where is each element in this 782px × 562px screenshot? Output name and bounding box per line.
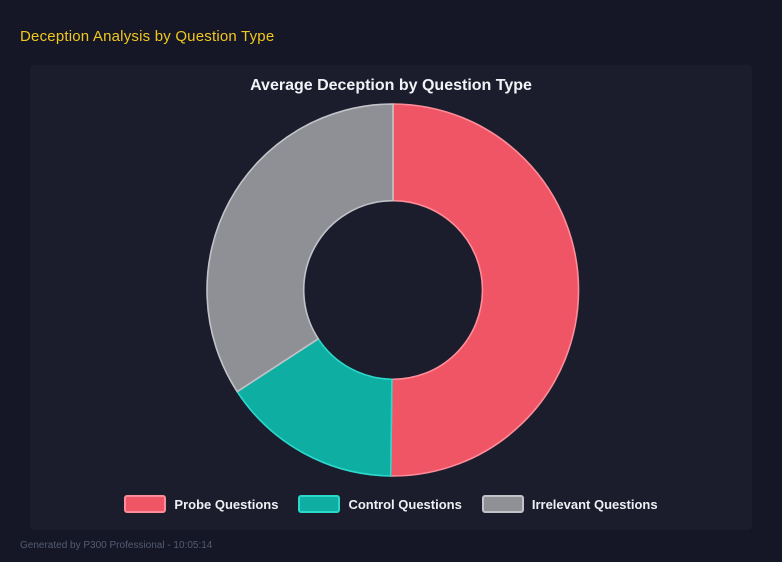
pie-slice-probe-questions[interactable] [389, 103, 580, 477]
legend-swatch-control-questions [298, 495, 341, 513]
chart-legend: Probe Questions Control Questions Irrele… [0, 495, 782, 513]
donut-chart-area [205, 102, 581, 478]
legend-label-control-questions: Control Questions [348, 496, 462, 512]
pie-slice-irrelevant-questions[interactable] [206, 103, 394, 393]
legend-item-control-questions[interactable]: Control Questions [298, 495, 462, 513]
page-title: Deception Analysis by Question Type [20, 28, 275, 45]
legend-swatch-irrelevant-questions [481, 495, 524, 513]
legend-label-irrelevant-questions: Irrelevant Questions [531, 496, 658, 512]
legend-label-probe-questions: Probe Questions [174, 496, 279, 512]
legend-item-irrelevant-questions[interactable]: Irrelevant Questions [481, 495, 658, 513]
footer-note: Generated by P300 Professional - 10:05:1… [20, 540, 213, 551]
pie-slice-control-questions[interactable] [236, 337, 393, 477]
donut-chart [206, 103, 580, 477]
legend-item-probe-questions[interactable]: Probe Questions [124, 495, 278, 513]
chart-title: Average Deception by Question Type [250, 77, 532, 94]
legend-swatch-probe-questions [124, 495, 167, 513]
